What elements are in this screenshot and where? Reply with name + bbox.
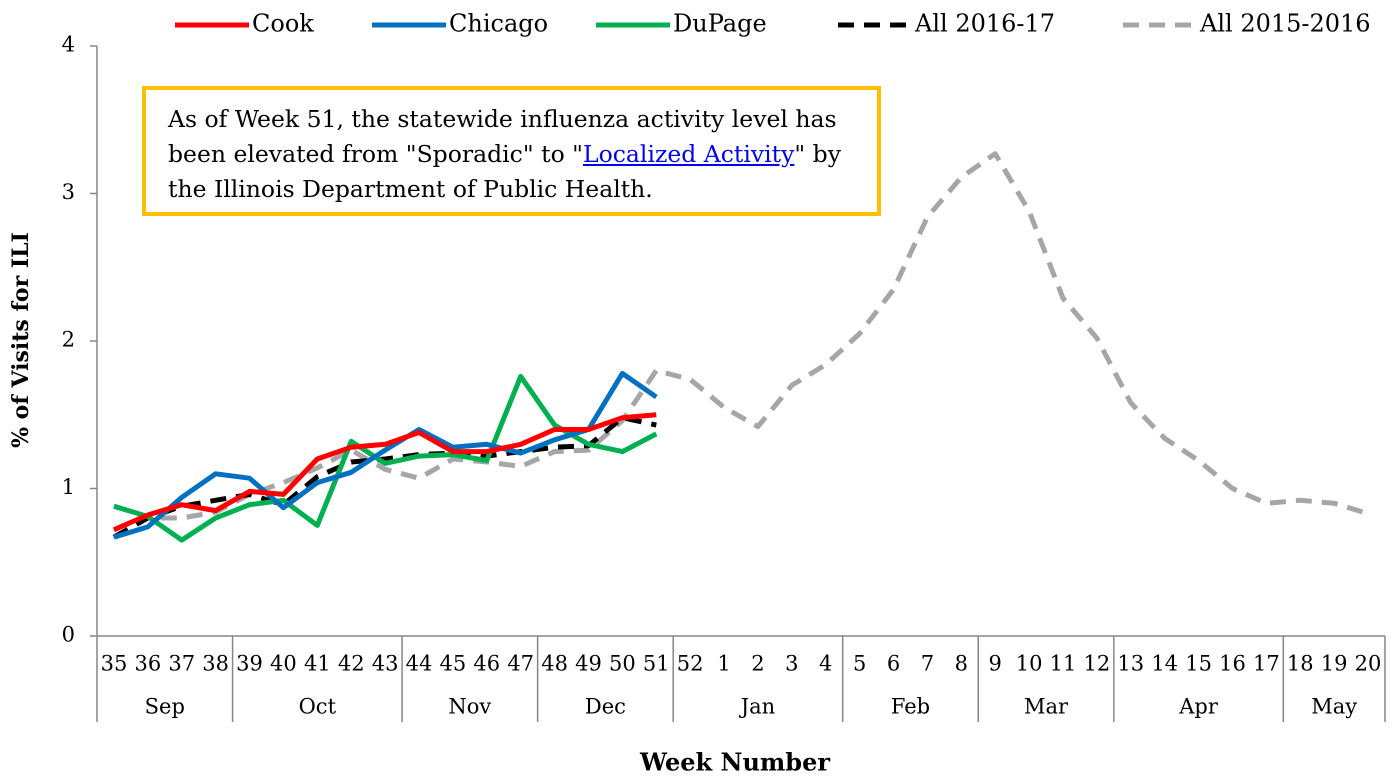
legend-label: DuPage	[673, 10, 767, 38]
x-tick-label: 2	[751, 652, 764, 676]
group-label: Jan	[739, 695, 775, 719]
x-tick-label: 19	[1321, 652, 1348, 676]
x-tick-label: 16	[1219, 652, 1246, 676]
legend-label: All 2015-2016	[1199, 10, 1371, 38]
x-tick-label: 13	[1117, 652, 1144, 676]
group-label: Nov	[448, 695, 491, 719]
annotation-link[interactable]: Localized Activity	[583, 140, 795, 168]
x-tick-label: 11	[1050, 652, 1077, 676]
y-axis-title: % of Visits for ILI	[8, 232, 34, 448]
series-line	[112, 412, 657, 533]
x-tick-label: 51	[643, 652, 670, 676]
x-tick-label: 37	[168, 652, 195, 676]
x-tick-label: 40	[270, 652, 297, 676]
x-tick-label: 48	[541, 652, 568, 676]
x-tick-label: 47	[507, 652, 534, 676]
annotation: As of Week 51, the statewide influenza a…	[142, 86, 881, 216]
x-tick-label: 9	[989, 652, 1002, 676]
legend-label: Cook	[252, 10, 314, 38]
y-tick-label: 0	[62, 623, 75, 647]
y-tick-label: 3	[62, 180, 75, 204]
x-tick-label: 49	[575, 652, 602, 676]
x-tick-label: 43	[372, 652, 399, 676]
x-tick-label: 20	[1355, 652, 1382, 676]
x-tick-label: 10	[1016, 652, 1043, 676]
x-tick-label: 4	[819, 652, 832, 676]
annotation-text: " by the Illinois Department of Public H…	[168, 140, 841, 203]
x-tick-label: 52	[677, 652, 704, 676]
x-tick-label: 46	[473, 652, 500, 676]
x-tick-label: 14	[1151, 652, 1178, 676]
series-line	[113, 370, 658, 540]
series-line	[112, 151, 1369, 540]
x-tick-label: 17	[1253, 652, 1280, 676]
legend-label: All 2016-17	[914, 10, 1055, 38]
x-tick-label: 45	[440, 652, 467, 676]
x-tick-label: 8	[955, 652, 968, 676]
x-tick-label: 41	[304, 652, 331, 676]
group-label: Feb	[891, 695, 930, 719]
x-tick-label: 15	[1185, 652, 1212, 676]
x-tick-label: 50	[609, 652, 636, 676]
x-tick-label: 36	[134, 652, 161, 676]
x-tick-label: 3	[785, 652, 798, 676]
x-tick-label: 7	[921, 652, 934, 676]
x-tick-label: 18	[1287, 652, 1314, 676]
x-tick-label: 5	[853, 652, 866, 676]
group-label: Apr	[1178, 695, 1219, 719]
x-tick-label: 44	[406, 652, 433, 676]
y-tick-label: 1	[62, 475, 75, 499]
series-line	[112, 415, 657, 540]
group-label: Sep	[145, 695, 185, 719]
x-tick-label: 6	[887, 652, 900, 676]
x-tick-label: 35	[101, 652, 128, 676]
group-label: Mar	[1024, 695, 1069, 719]
x-tick-label: 39	[236, 652, 263, 676]
y-tick-label: 4	[62, 33, 75, 57]
group-label: Oct	[299, 695, 337, 719]
x-tick-label: 1	[717, 652, 730, 676]
legend-label: Chicago	[449, 10, 548, 38]
x-tick-label: 38	[202, 652, 229, 676]
annotation-text: As of Week 51, the statewide influenza a…	[168, 105, 837, 168]
y-tick-label: 2	[62, 328, 75, 352]
x-tick-label: 12	[1084, 652, 1111, 676]
x-tick-label: 42	[338, 652, 365, 676]
x-axis-title: Week Number	[639, 748, 830, 777]
group-label: Dec	[585, 695, 626, 719]
group-label: May	[1311, 695, 1357, 719]
